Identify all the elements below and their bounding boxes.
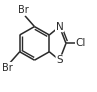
Text: Br: Br [2,63,13,72]
Text: Br: Br [18,5,29,15]
Text: S: S [56,55,63,65]
Text: N: N [56,22,63,32]
Text: Cl: Cl [76,38,86,48]
